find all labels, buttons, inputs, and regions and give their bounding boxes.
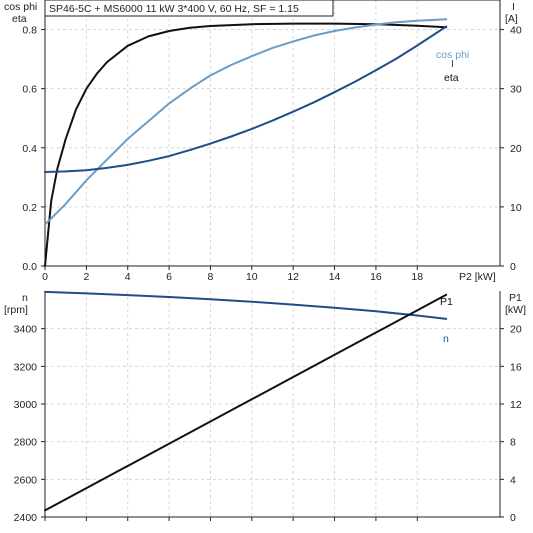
y-right-title-kW: [kW] [505, 304, 526, 316]
series-label-cos-phi: cos phi [436, 49, 469, 61]
y-left-tick-label: 0.0 [22, 261, 37, 273]
x-axis-title: P2 [kW] [459, 271, 496, 283]
y-right-tick-label: 30 [510, 84, 522, 96]
y-right-tick-label: 12 [510, 399, 522, 411]
y-left-tick-label: 2400 [14, 512, 38, 524]
x-tick-label: 4 [125, 271, 131, 283]
y-right-tick-label: 16 [510, 361, 522, 373]
y-left-title-n: n [22, 292, 28, 304]
series-label-P1: P1 [440, 296, 453, 308]
series-n-line [44, 290, 448, 320]
y-right-tick-label: 40 [510, 25, 522, 37]
y-right-tick-label: 0 [510, 512, 516, 524]
y-left-title-line2: eta [12, 13, 27, 25]
series-label-eta: eta [444, 72, 459, 84]
series-label-n: n [443, 333, 449, 345]
series-eta-line [44, 22, 448, 267]
y-right-tick-label: 20 [510, 324, 522, 336]
y-left-title-line1: cos phi [4, 1, 37, 13]
y-left-tick-label: 0.4 [22, 143, 37, 155]
y-left-tick-label: 3000 [14, 399, 38, 411]
series-label-I: I [451, 58, 454, 70]
y-right-tick-label: 8 [510, 437, 516, 449]
y-left-tick-label: 3200 [14, 361, 38, 373]
y-left-title-rpm: [rpm] [4, 304, 28, 316]
bottom-plot: 240026002800300032003400048121620n[rpm]P… [4, 290, 526, 524]
x-tick-label: 18 [411, 271, 423, 283]
top-plot: 0.0 0.2 0.4 0.6 0.8 0 10 20 30 40 0 2 4 6 8 10 12 14 16 18 c… [4, 0, 522, 283]
y-left-tick-label: 2600 [14, 474, 38, 486]
series-P1-line [44, 293, 448, 512]
y-right-tick-label: 20 [510, 143, 522, 155]
chart-title: SP46-5C + MS6000 11 kW 3*400 V, 60 Hz, S… [49, 3, 299, 15]
x-tick-label: 8 [208, 271, 214, 283]
x-tick-label: 14 [329, 271, 341, 283]
x-tick-label: 0 [42, 271, 48, 283]
y-right-title-line1: I [512, 1, 515, 13]
series-I-line [44, 25, 448, 173]
y-left-tick-label: 0.8 [22, 25, 37, 37]
y-right-title-P1: P1 [509, 292, 522, 304]
y-right-tick-label: 0 [510, 261, 516, 273]
y-right-title-line2: [A] [505, 13, 518, 25]
y-left-tick-label: 0.2 [22, 202, 37, 214]
x-tick-label: 16 [370, 271, 382, 283]
x-tick-label: 2 [83, 271, 89, 283]
series-cos-phi-line [44, 18, 448, 226]
x-tick-label: 12 [287, 271, 299, 283]
y-left-tick-label: 3400 [14, 324, 38, 336]
x-tick-label: 10 [246, 271, 258, 283]
x-tick-label: 6 [166, 271, 172, 283]
y-left-tick-label: 2800 [14, 437, 38, 449]
chart-title-box: SP46-5C + MS6000 11 kW 3*400 V, 60 Hz, S… [44, 0, 334, 17]
y-right-tick-label: 4 [510, 474, 516, 486]
y-left-tick-label: 0.6 [22, 84, 37, 96]
y-right-tick-label: 10 [510, 202, 522, 214]
